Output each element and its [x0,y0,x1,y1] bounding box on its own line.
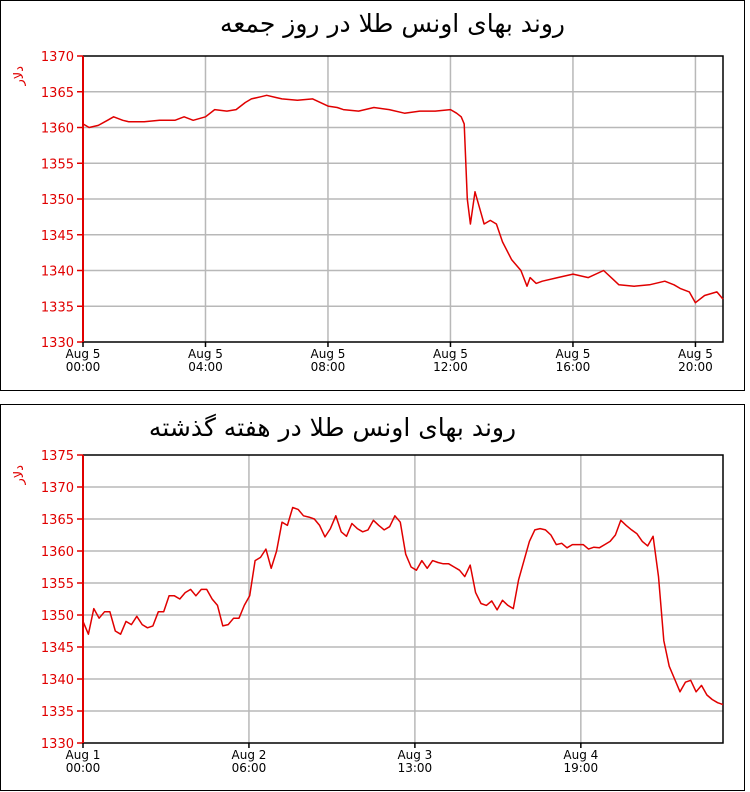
x-tick-label: Aug 5 [188,347,223,361]
price-series-line [83,508,723,705]
x-tick-label: 16:00 [556,360,591,374]
y-tick-label: 1350 [41,193,74,208]
x-tick-label: Aug 5 [311,347,346,361]
x-tick-label: Aug 5 [678,347,713,361]
y-tick-label: 1335 [41,300,74,315]
x-tick-label: 06:00 [232,761,267,775]
y-tick-label: 1360 [41,122,74,137]
y-tick-label: 1340 [41,265,74,280]
x-tick-label: Aug 5 [556,347,591,361]
line-chart-week: 1330133513401345135013551360136513701375… [1,405,746,792]
y-tick-label: 1350 [41,609,74,624]
y-axis-title: دلار [12,465,27,486]
y-axis-title: دلار [12,66,27,87]
x-tick-label: Aug 4 [563,748,598,762]
x-tick-label: 12:00 [433,360,468,374]
y-tick-label: 1375 [41,449,74,464]
line-chart-friday: 133013351340134513501355136013651370Aug … [1,1,746,392]
y-tick-label: 1345 [41,229,74,244]
x-tick-label: Aug 2 [232,748,267,762]
y-tick-label: 1370 [41,50,74,65]
x-tick-label: 19:00 [564,761,599,775]
y-tick-label: 1365 [41,513,74,528]
y-tick-label: 1365 [41,86,74,101]
x-tick-label: 13:00 [398,761,433,775]
x-tick-label: 20:00 [678,360,713,374]
y-tick-label: 1355 [41,157,74,172]
x-tick-label: 00:00 [66,761,101,775]
y-tick-label: 1360 [41,545,74,560]
x-tick-label: 00:00 [66,360,101,374]
y-tick-label: 1340 [41,673,74,688]
y-tick-label: 1370 [41,481,74,496]
y-tick-label: 1335 [41,705,74,720]
x-tick-label: Aug 5 [66,347,101,361]
x-tick-label: 08:00 [311,360,346,374]
x-tick-label: 04:00 [188,360,223,374]
x-tick-label: Aug 3 [397,748,432,762]
y-tick-label: 1345 [41,641,74,656]
x-tick-label: Aug 5 [433,347,468,361]
x-tick-label: Aug 1 [66,748,101,762]
y-tick-label: 1355 [41,577,74,592]
